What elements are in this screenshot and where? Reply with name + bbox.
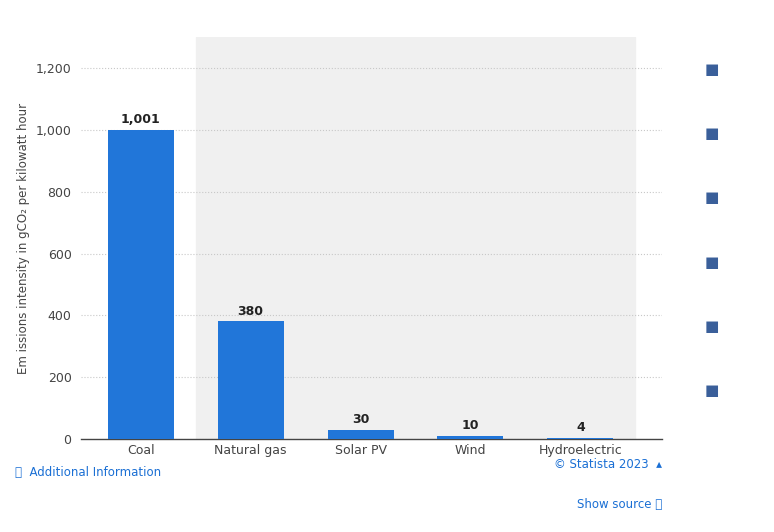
Text: ■: ■ [705, 255, 720, 270]
Text: 10: 10 [462, 419, 479, 432]
Bar [437, 436, 503, 439]
Bar [108, 130, 173, 439]
Text: ■: ■ [705, 126, 720, 141]
Bar [526, 37, 635, 439]
Text: 4: 4 [576, 421, 585, 434]
Text: ■: ■ [705, 62, 720, 77]
Text: ■: ■ [705, 190, 720, 205]
Text: 30: 30 [352, 413, 369, 426]
Bar [327, 430, 393, 439]
Bar [547, 438, 613, 439]
Text: ⓘ  Additional Information: ⓘ Additional Information [15, 466, 162, 479]
Y-axis label: Em issions intensity in gCO₂ per kilowatt hour: Em issions intensity in gCO₂ per kilowat… [17, 103, 30, 373]
Bar [196, 37, 306, 439]
Bar [306, 37, 416, 439]
Text: Show source ⓘ: Show source ⓘ [577, 498, 662, 511]
Text: © Statista 2023  ▴: © Statista 2023 ▴ [553, 458, 662, 471]
Bar [217, 321, 283, 439]
Text: 1,001: 1,001 [121, 113, 160, 126]
Bar [416, 37, 526, 439]
Text: ■: ■ [705, 319, 720, 334]
Text: 380: 380 [238, 305, 264, 318]
Text: ■: ■ [705, 383, 720, 398]
